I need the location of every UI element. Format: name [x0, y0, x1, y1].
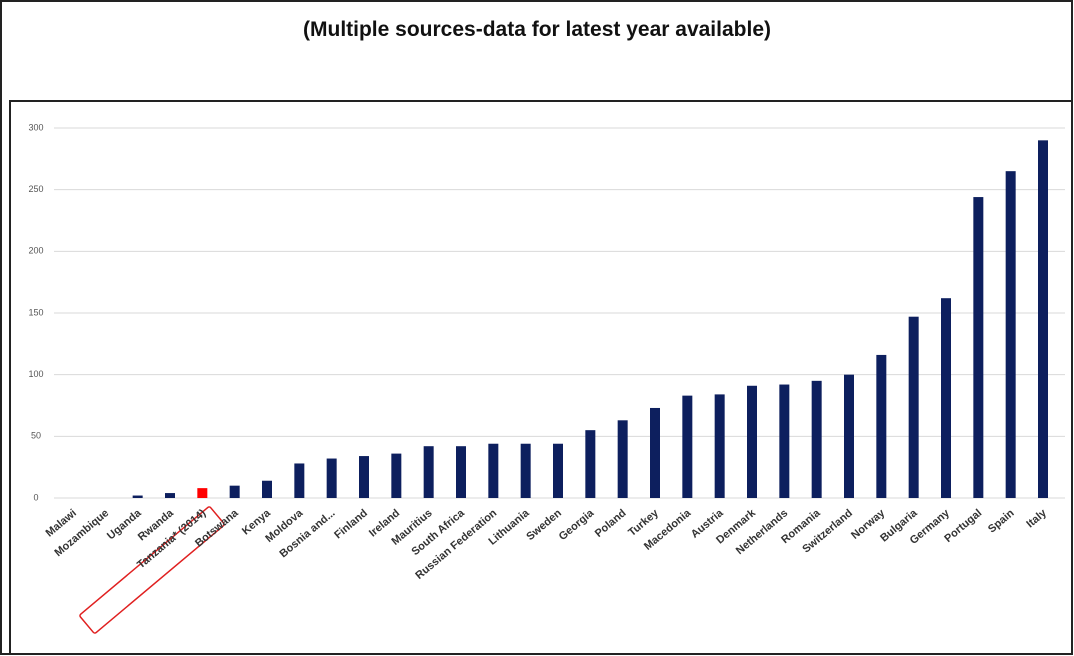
bar: [262, 480, 272, 498]
plot-frame: [9, 100, 1073, 655]
bar: [423, 446, 434, 498]
bar: [456, 446, 466, 498]
bar: [844, 374, 854, 498]
bar: [585, 430, 596, 498]
chart-title: (Multiple sources-data for latest year a…: [303, 18, 771, 41]
bar: [391, 453, 402, 498]
bar: [747, 385, 757, 498]
bar: [617, 420, 628, 498]
bar: [488, 443, 499, 498]
bar: [1038, 140, 1048, 499]
bar: [908, 316, 919, 498]
y-tick-label: 150: [28, 307, 43, 317]
bar: [811, 380, 822, 498]
y-tick-label: 0: [33, 492, 38, 502]
y-tick-label: 300: [28, 122, 43, 132]
y-tick-label: 100: [28, 369, 43, 379]
highlight-box: [79, 506, 225, 634]
bar: [294, 463, 305, 498]
y-tick-label: 50: [31, 431, 41, 441]
bar: [682, 395, 693, 498]
bar: [973, 197, 984, 499]
bar: [197, 488, 208, 498]
bar: [359, 456, 369, 498]
y-tick-label: 250: [28, 184, 43, 194]
highlight-rect: [79, 506, 225, 634]
bar: [326, 458, 337, 498]
bar: [165, 493, 175, 498]
bar: [229, 485, 240, 498]
bar: [941, 298, 951, 498]
bar: [714, 394, 725, 498]
y-tick-label: 200: [28, 246, 43, 256]
bar: [650, 407, 660, 498]
bar: [553, 443, 563, 498]
bar: [1005, 171, 1016, 498]
bar: [779, 384, 790, 498]
bar: [520, 443, 531, 498]
bar: [876, 354, 887, 498]
bar: [132, 495, 143, 498]
